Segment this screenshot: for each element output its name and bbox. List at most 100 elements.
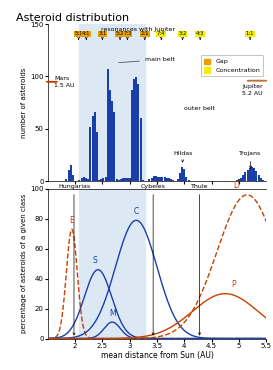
Text: Mars: Mars xyxy=(54,76,69,81)
Bar xyxy=(137,84,140,181)
Bar xyxy=(179,173,181,181)
Text: outer belt: outer belt xyxy=(184,106,215,111)
Bar xyxy=(155,176,157,181)
Text: E: E xyxy=(69,216,74,225)
Bar xyxy=(87,179,89,181)
Bar xyxy=(251,167,253,181)
Text: 1.5 AU: 1.5 AU xyxy=(54,83,75,88)
Bar xyxy=(105,176,107,181)
Bar xyxy=(135,77,137,181)
Bar xyxy=(253,168,255,181)
Y-axis label: number of asteroids: number of asteroids xyxy=(21,67,27,138)
Text: 7:3: 7:3 xyxy=(123,31,132,40)
Bar xyxy=(242,175,244,181)
Bar xyxy=(166,178,168,181)
Bar xyxy=(83,177,85,181)
Text: resonances with Jupiter: resonances with Jupiter xyxy=(101,27,175,32)
Bar xyxy=(85,178,87,181)
Bar xyxy=(122,178,124,181)
Text: Jupiter: Jupiter xyxy=(242,84,263,89)
Bar xyxy=(236,180,238,181)
Text: Hungarias: Hungarias xyxy=(58,184,90,189)
Bar xyxy=(170,179,172,181)
Bar xyxy=(244,172,247,181)
Text: 4:1: 4:1 xyxy=(82,31,91,40)
Bar xyxy=(109,90,111,181)
Bar xyxy=(142,180,144,181)
Bar xyxy=(96,132,98,181)
Text: 3:2: 3:2 xyxy=(179,31,187,40)
Bar xyxy=(177,179,179,181)
Text: Hildas: Hildas xyxy=(173,151,192,162)
Bar xyxy=(153,176,155,181)
Bar xyxy=(67,169,70,181)
Bar xyxy=(238,179,240,181)
Text: 5:1: 5:1 xyxy=(74,31,83,40)
Bar xyxy=(140,118,142,181)
Bar xyxy=(168,178,170,181)
Bar xyxy=(120,179,122,181)
Bar xyxy=(79,24,145,181)
Text: Asteroid distribution: Asteroid distribution xyxy=(16,13,129,23)
Bar xyxy=(255,171,257,181)
Bar xyxy=(150,178,153,181)
Bar xyxy=(113,112,115,181)
X-axis label: mean distance from Sun (AU): mean distance from Sun (AU) xyxy=(100,352,213,360)
Bar xyxy=(102,178,105,181)
Bar xyxy=(133,78,135,181)
Text: 5:2: 5:2 xyxy=(116,31,124,40)
Bar xyxy=(129,178,131,181)
Bar xyxy=(81,178,83,181)
Bar xyxy=(161,176,164,181)
Bar xyxy=(249,168,251,181)
Bar xyxy=(157,177,159,181)
Bar xyxy=(111,101,113,181)
Bar xyxy=(65,179,67,181)
Bar xyxy=(257,175,260,181)
Text: M: M xyxy=(109,309,115,317)
Text: 7:4: 7:4 xyxy=(157,31,165,40)
Bar xyxy=(183,169,185,181)
Bar xyxy=(262,180,264,181)
Text: D: D xyxy=(233,181,239,191)
Text: 3:1: 3:1 xyxy=(98,31,106,40)
Bar xyxy=(148,179,150,181)
Bar xyxy=(115,179,118,181)
Bar xyxy=(70,165,72,181)
Bar xyxy=(107,70,109,181)
Text: C: C xyxy=(134,207,139,216)
Y-axis label: percentage of asteroids of a given class: percentage of asteroids of a given class xyxy=(21,194,27,333)
Bar xyxy=(118,180,120,181)
Text: Thule: Thule xyxy=(191,184,208,189)
Bar xyxy=(126,178,129,181)
Bar xyxy=(240,178,242,181)
Text: S: S xyxy=(93,256,97,265)
Bar xyxy=(98,180,100,181)
Bar xyxy=(131,90,133,181)
Bar xyxy=(89,127,91,181)
Bar xyxy=(94,112,96,181)
Text: main belt: main belt xyxy=(119,57,175,63)
Text: Trojans: Trojans xyxy=(239,151,261,168)
Bar xyxy=(100,179,102,181)
Circle shape xyxy=(247,80,267,81)
Text: P: P xyxy=(231,280,236,289)
Text: 2:1: 2:1 xyxy=(141,31,149,40)
Bar xyxy=(185,177,188,181)
Bar xyxy=(78,180,81,181)
Bar xyxy=(79,189,145,339)
Bar xyxy=(260,178,262,181)
Bar xyxy=(124,178,126,181)
Bar xyxy=(164,177,166,181)
Bar xyxy=(159,177,161,181)
Text: 4:3: 4:3 xyxy=(196,31,204,40)
Text: 1:1: 1:1 xyxy=(246,31,254,40)
Bar xyxy=(72,175,74,181)
Text: Cybeles: Cybeles xyxy=(141,184,166,189)
Bar xyxy=(247,169,249,181)
Bar xyxy=(181,167,183,181)
Bar xyxy=(172,180,174,181)
Text: 5.2 AU: 5.2 AU xyxy=(242,91,263,96)
Bar xyxy=(91,115,94,181)
Legend: Gap, Concentration: Gap, Concentration xyxy=(201,56,263,76)
